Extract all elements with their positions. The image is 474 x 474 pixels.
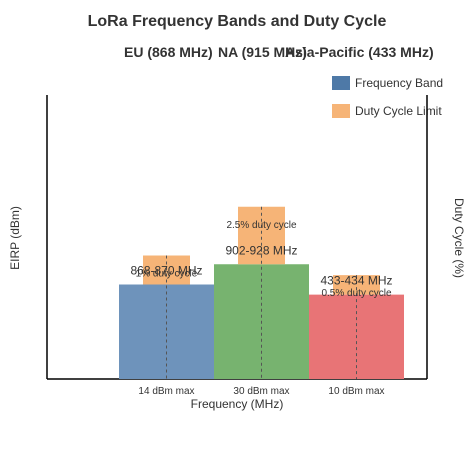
chart-title: LoRa Frequency Bands and Duty Cycle [87,13,387,30]
x-tick-label: 14 dBm max [138,386,194,397]
data-label-frequency-band: 902-928 MHz [225,243,297,257]
x-tick-label: 30 dBm max [233,386,289,397]
x-tick-label: 10 dBm max [328,386,384,397]
bar-duty-cycle [238,206,285,265]
data-label-frequency-band: 868-870 MHz [130,264,202,278]
y-axis-label-right: Duty Cycle (%) [452,197,466,279]
y-axis-label-left: EIRP (dBm) [8,206,22,270]
region-label-eu: EU (868 MHz) [124,44,213,60]
region-label-asia-pacific: Asia-Pacific (433 MHz) [285,44,434,60]
bar-duty-cycle [333,275,380,295]
data-label-frequency-band: 433-434 MHz [320,274,392,288]
region-label-na: NA (915 MHz) [218,44,307,60]
data-label-duty-cycle: 1% duty cycle [136,269,198,280]
legend-swatch-frequency-band [332,76,350,90]
legend-item-duty-cycle-limit: Duty Cycle Limit [332,104,442,118]
legend-swatch-duty-cycle-limit [332,104,350,118]
legend-label-frequency-band: Frequency Band [355,76,444,90]
x-axis-label: Frequency (MHz) [190,397,284,411]
legend-item-frequency-band: Frequency Band [332,76,443,90]
data-label-duty-cycle: 2.5% duty cycle [226,220,296,231]
data-label-duty-cycle: 0.5% duty cycle [321,288,391,299]
legend-label-duty-cycle-limit: Duty Cycle Limit [355,104,442,118]
